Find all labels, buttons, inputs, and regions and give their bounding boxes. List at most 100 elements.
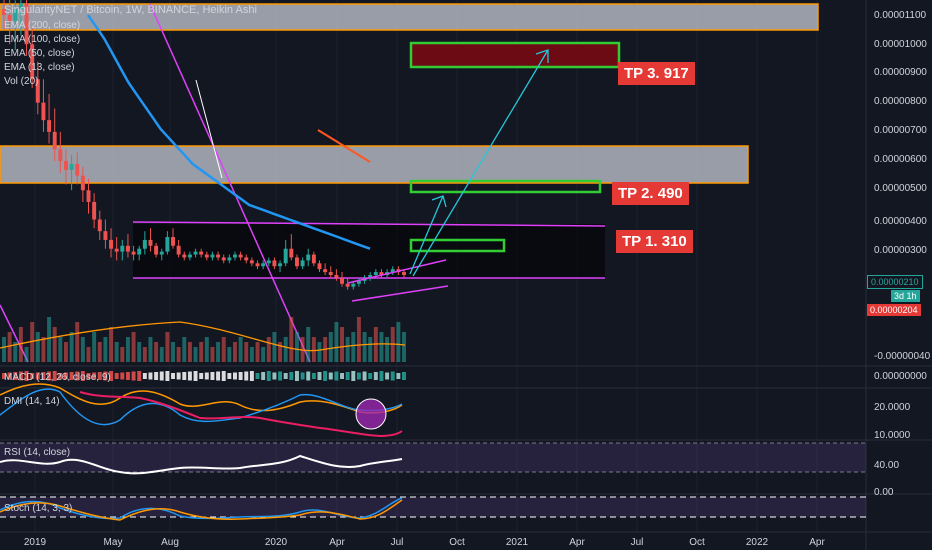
volume-bar: [176, 347, 181, 362]
macd-bar: [182, 372, 187, 380]
volume-bar: [334, 322, 339, 362]
candle-body: [199, 251, 204, 255]
stoch-pane-label[interactable]: Stoch (14, 3, 3): [4, 503, 73, 514]
y-tick-label: -0.00000040: [874, 351, 931, 362]
volume-bar: [41, 337, 46, 362]
x-tick-label: Apr: [569, 537, 585, 548]
volume-bar: [103, 337, 108, 362]
volume-bar: [7, 332, 12, 362]
macd-bar: [97, 372, 102, 380]
volume-bar: [396, 322, 401, 362]
dmi-cross-highlight[interactable]: [355, 398, 387, 430]
macd-bar: [69, 372, 74, 380]
macd-bar: [311, 373, 316, 379]
candle-body: [294, 257, 299, 267]
volume-bar: [24, 347, 29, 362]
macd-bar: [47, 371, 52, 381]
x-tick-label: Aug: [161, 537, 179, 548]
candle-body: [261, 263, 266, 267]
volume-bar: [227, 347, 232, 362]
candle-body: [182, 254, 187, 258]
y-tick-label: 0.00000700: [874, 125, 927, 136]
volume-bar: [137, 342, 142, 362]
channel-bottom-line[interactable]: [351, 285, 449, 302]
volume-bar: [47, 317, 52, 362]
volume-bar: [278, 342, 283, 362]
x-tick-label: Jul: [631, 537, 644, 548]
x-tick-label: Apr: [329, 537, 345, 548]
tp2-label: TP 2. 490: [612, 182, 689, 205]
resistance-zone-mid[interactable]: [0, 145, 749, 184]
candle-body: [2, 9, 6, 15]
resistance-zone-top[interactable]: [0, 3, 819, 31]
macd-pane-label[interactable]: MACD (12, 26, close, 9): [4, 372, 111, 383]
volume-bar: [75, 322, 80, 362]
macd-bar: [148, 372, 153, 380]
indicator-ema100[interactable]: EMA (100, close): [4, 34, 81, 45]
candle-body: [47, 120, 52, 132]
macd-bar: [41, 372, 46, 380]
indicator-ema13[interactable]: EMA (13, close): [4, 62, 75, 73]
left-trendline[interactable]: [0, 304, 29, 363]
candle-body: [345, 283, 350, 287]
volume-bar: [266, 337, 271, 362]
accumulation-box[interactable]: [133, 224, 605, 278]
plus-di-line: [0, 388, 403, 426]
macd-bar: [340, 373, 344, 379]
target-zone-3[interactable]: [409, 41, 621, 69]
target-zone-1[interactable]: [409, 238, 506, 253]
volume-bar: [244, 342, 249, 362]
candle-body: [255, 263, 260, 267]
descending-trendline[interactable]: [149, 3, 311, 363]
indicator-ema50[interactable]: EMA (50, close): [4, 48, 75, 59]
tp1-label: TP 1. 310: [616, 230, 693, 253]
macd-bar: [2, 373, 6, 379]
volume-bar: [187, 342, 192, 362]
y-axis-labels: 0.00001100 0.00001000 0.00000900 0.00000800…: [874, 10, 931, 362]
candle-body: [283, 248, 288, 264]
candle-body: [249, 260, 254, 264]
macd-bar: [221, 371, 226, 381]
volume-bars: [2, 317, 406, 362]
projection-arrows[interactable]: [409, 49, 549, 277]
y-tick-label: 0.00000600: [874, 154, 927, 165]
candle-body: [86, 190, 91, 202]
ema13-line: [317, 129, 371, 163]
channel-top-line[interactable]: [347, 259, 447, 284]
target-zone-2[interactable]: [409, 179, 602, 194]
candle-body: [323, 269, 328, 273]
candle-body: [328, 272, 333, 275]
volume-bar: [142, 347, 147, 362]
macd-bar: [373, 372, 378, 380]
candle-body: [176, 245, 181, 255]
macd-bar: [300, 372, 305, 380]
candle-body: [311, 254, 316, 264]
candle-body: [289, 248, 294, 258]
macd-bar: [334, 371, 339, 381]
macd-bar: [328, 372, 333, 380]
candle-body: [109, 239, 114, 249]
range-top-line[interactable]: [132, 221, 606, 227]
x-tick-label: May: [104, 537, 123, 548]
volume-bar: [368, 337, 373, 362]
volume-bar: [379, 332, 384, 362]
rsi-pane-label[interactable]: RSI (14, close): [4, 447, 71, 458]
indicator-ema200[interactable]: EMA (200, close): [4, 20, 81, 31]
dmi-pane-label[interactable]: DMI (14, 14): [4, 396, 60, 407]
indicator-volume[interactable]: Vol (20): [4, 76, 39, 87]
volume-bar: [2, 337, 6, 362]
macd-bar: [306, 371, 311, 381]
macd-bar: [278, 371, 283, 381]
macd-bar: [323, 371, 328, 381]
candle-body: [114, 248, 119, 252]
volume-bar: [317, 342, 322, 362]
volume-bar: [345, 337, 350, 362]
stoch-band: [0, 497, 866, 517]
candle-body: [103, 231, 108, 240]
macd-bar: [109, 371, 114, 381]
candle-body: [148, 239, 153, 246]
candle-body: [13, 9, 18, 21]
candle-body: [373, 272, 378, 275]
macd-bar: [75, 371, 80, 381]
